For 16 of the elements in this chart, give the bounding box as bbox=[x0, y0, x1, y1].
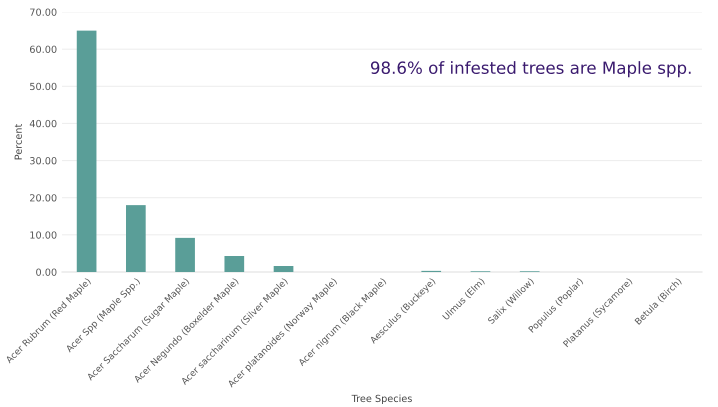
bar bbox=[274, 266, 294, 272]
x-axis-title: Tree Species bbox=[352, 394, 412, 404]
y-tick-label: 0.00 bbox=[36, 268, 56, 276]
bar bbox=[224, 256, 244, 272]
bar bbox=[76, 30, 96, 272]
y-axis-title: Percent bbox=[14, 124, 22, 160]
y-tick-label: 20.00 bbox=[30, 194, 56, 202]
bar bbox=[126, 205, 146, 272]
bar bbox=[175, 238, 195, 272]
y-tick-label: 10.00 bbox=[30, 231, 56, 239]
y-tick-label: 60.00 bbox=[30, 46, 56, 53]
y-tick-label: 70.00 bbox=[30, 8, 56, 16]
y-tick-label: 30.00 bbox=[30, 157, 56, 164]
y-tick-label: 40.00 bbox=[30, 120, 56, 128]
y-tick-label: 50.00 bbox=[30, 82, 56, 90]
annotation: 98.6% of infested trees are Maple spp. bbox=[370, 61, 691, 78]
